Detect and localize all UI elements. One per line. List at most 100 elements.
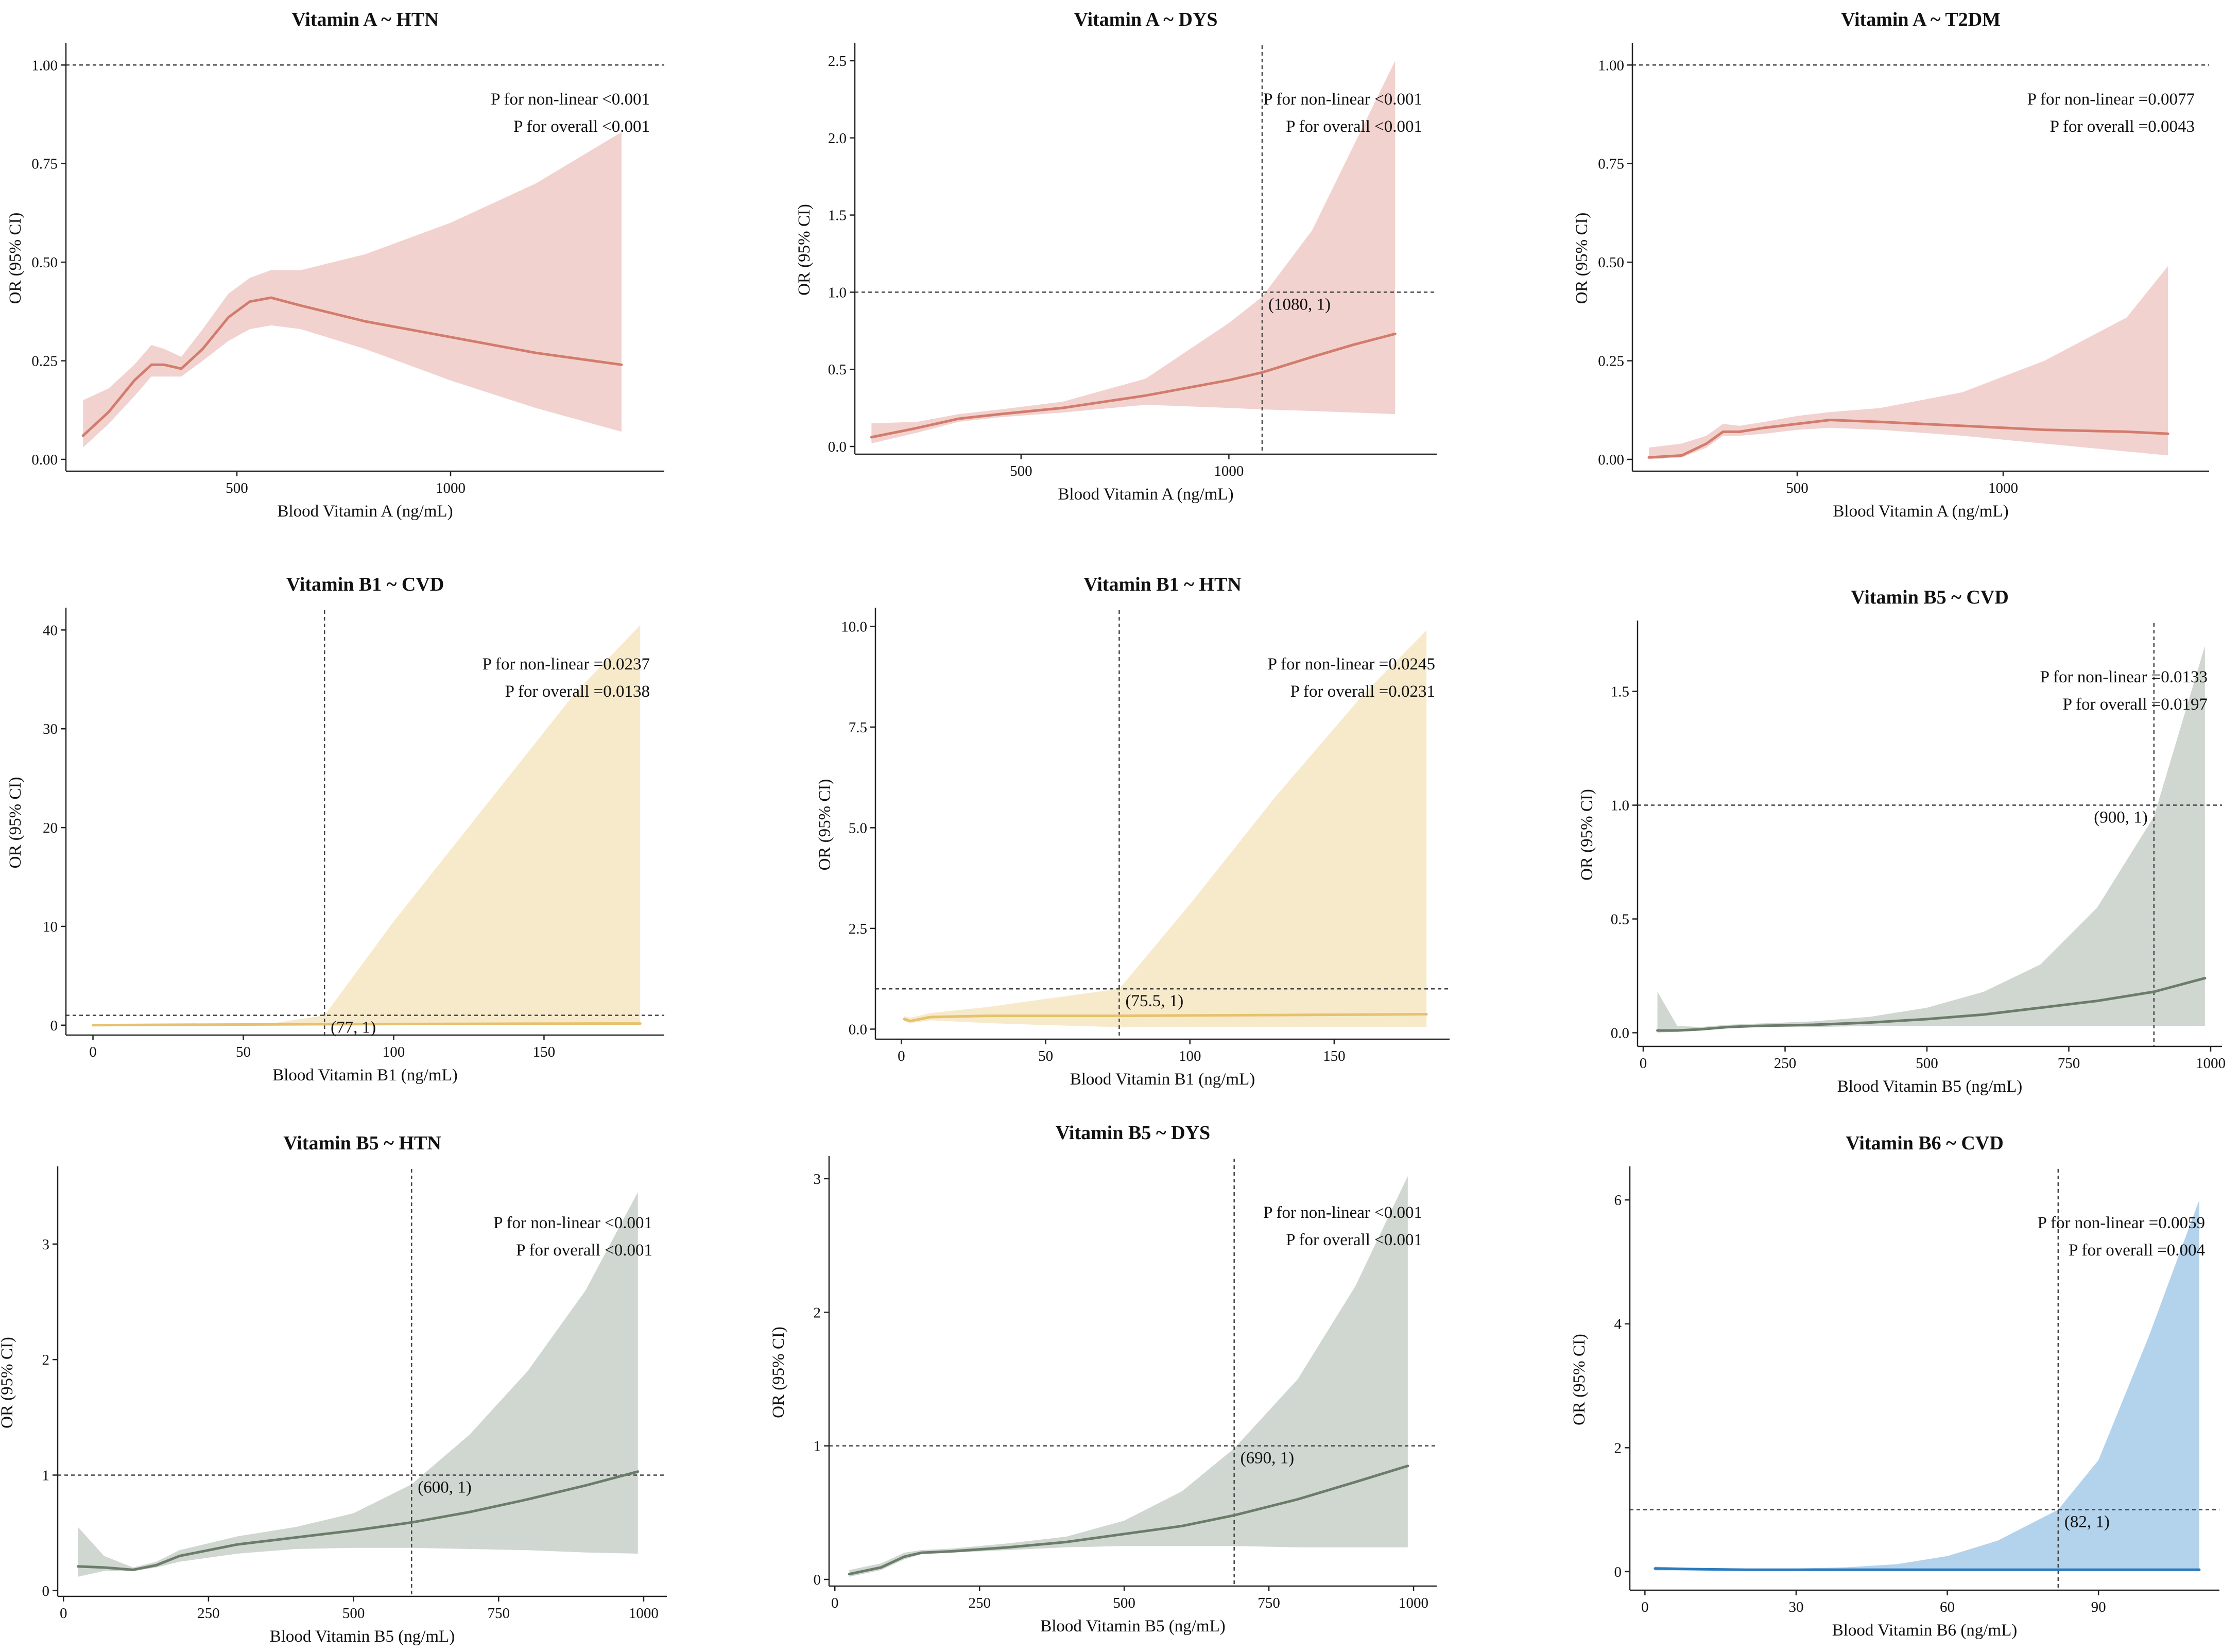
chart-vitB5-dys-y-tick-label: 3 — [814, 1171, 821, 1188]
chart-vitB6-cvd-x-tick-label: 60 — [1940, 1599, 1955, 1615]
chart-vitA-dys-title: Vitamin A ~ DYS — [1074, 9, 1217, 30]
chart-vitA-dys-panel: 500 1000 0.0 0.5 1.0 1.5 2.0 2.5 Vitamin A ~ DYS… — [795, 9, 1437, 504]
chart-vitB5-cvd-y-tick-label: 1.0 — [1611, 798, 1629, 814]
chart-vitA-t2dm-y-axis-label: OR (95% CI) — [1573, 213, 1591, 304]
chart-vitB5-cvd-title: Vitamin B5 ~ CVD — [1851, 587, 2009, 608]
chart-vitB5-htn-x-tick-label: 1000 — [629, 1605, 659, 1622]
chart-vitB1-cvd-x-tick-label: 150 — [533, 1044, 556, 1060]
chart-vitA-dys-ci-band — [871, 61, 1396, 443]
chart-vitB5-dys-reference-point-label: (690, 1) — [1241, 1449, 1294, 1468]
chart-vitA-htn-y-axis-label: OR (95% CI) — [6, 213, 25, 304]
chart-vitB5-htn-x-tick-label: 750 — [488, 1605, 510, 1622]
chart-vitB5-dys-y-tick-label: 0 — [814, 1572, 821, 1588]
chart-vitA-dys-y-axis-label: OR (95% CI) — [795, 204, 814, 296]
chart-vitB1-cvd-x-tick-label: 0 — [89, 1044, 97, 1060]
chart-vitB5-cvd-y-tick-label: 1.5 — [1611, 684, 1629, 700]
chart-vitB5-htn-x-tick-label: 250 — [197, 1605, 220, 1622]
chart-vitB5-cvd-annotation: P for non-linear =0.0133 — [2040, 668, 2208, 686]
chart-vitB1-cvd-x-tick-label: 100 — [383, 1044, 405, 1060]
chart-vitB1-htn-title: Vitamin B1 ~ HTN — [1083, 574, 1242, 595]
chart-vitA-dys-x-tick-label: 1000 — [1214, 463, 1244, 479]
chart-vitA-htn-or-line — [81, 296, 623, 437]
chart-vitA-t2dm-ci-band — [1649, 266, 2168, 459]
chart-vitB5-cvd-reference-point-label: (900, 1) — [2094, 808, 2147, 827]
chart-vitB1-htn-y-tick-label: 7.5 — [849, 719, 867, 736]
chart-vitB1-htn-panel: 0 50 100 150 0.0 2.5 5.0 7.5 10.0 Vitamin B1 ~ HT… — [816, 574, 1450, 1089]
chart-vitB5-htn-x-tick-label: 0 — [60, 1605, 67, 1622]
chart-vitB1-htn-x-tick-label: 50 — [1038, 1048, 1053, 1064]
chart-vitB1-cvd-y-tick-label: 40 — [43, 622, 58, 639]
chart-vitB6-cvd-y-axis-label: OR (95% CI) — [1570, 1334, 1589, 1425]
chart-vitB1-cvd-x-tick-label: 50 — [236, 1044, 251, 1060]
chart-vitA-htn-x-tick-label: 500 — [226, 480, 248, 496]
chart-vitB5-htn-annotation: P for non-linear <0.001 — [493, 1214, 652, 1232]
chart-vitB5-htn-annotation: P for overall <0.001 — [516, 1241, 652, 1260]
chart-vitA-dys-y-tick-label: 0.0 — [828, 439, 847, 455]
chart-vitB5-htn-y-tick-label: 3 — [42, 1236, 50, 1253]
chart-vitB6-cvd-ci-band — [1655, 1200, 2199, 1571]
chart-vitB5-dys-ci-band — [849, 1176, 1408, 1577]
chart-vitB5-htn-y-tick-label: 2 — [42, 1352, 50, 1368]
chart-vitA-dys-x-tick-label: 500 — [1010, 463, 1032, 479]
chart-vitB5-dys-x-tick-label: 250 — [968, 1595, 991, 1611]
chart-vitB1-cvd-panel: 0 50 100 150 0 10 20 30 40 Vitamin B1 ~ CVD Blood … — [6, 574, 664, 1085]
chart-vitB6-cvd-annotation: P for overall =0.004 — [2069, 1241, 2205, 1260]
chart-vitB5-cvd-x-tick-label: 0 — [1640, 1055, 1647, 1072]
chart-vitA-dys-y-tick-label: 1.0 — [828, 284, 847, 301]
chart-vitB5-htn-reference-point-label: (600, 1) — [418, 1478, 471, 1496]
chart-vitA-t2dm-x-axis-label: Blood Vitamin A (ng/mL) — [1833, 502, 2008, 521]
chart-vitA-htn-ci-band — [83, 132, 622, 448]
chart-vitA-htn-y-tick-label: 0.00 — [31, 452, 58, 468]
chart-vitA-dys-or-line — [870, 332, 1397, 439]
chart-vitA-t2dm-panel: 500 1000 0.00 0.25 0.50 0.75 1.00 Vitamin A ~ T… — [1573, 9, 2209, 521]
chart-vitA-dys-annotation: P for overall <0.001 — [1286, 117, 1422, 136]
chart-vitB5-htn-y-tick-label: 0 — [42, 1583, 50, 1599]
chart-vitB5-dys-x-tick-label: 500 — [1113, 1595, 1135, 1611]
chart-vitB5-dys-panel: 0 250 500 750 1000 0 1 2 3 Vitamin B5 ~ DYS Blood … — [769, 1122, 1437, 1636]
chart-vitB1-htn-x-tick-label: 100 — [1179, 1048, 1201, 1064]
chart-vitB1-cvd-y-tick-label: 30 — [43, 721, 58, 737]
chart-vitB5-dys-annotation: P for overall <0.001 — [1286, 1231, 1422, 1249]
chart-vitB5-dys-annotation: P for non-linear <0.001 — [1263, 1203, 1422, 1222]
chart-vitA-dys-y-tick-label: 1.5 — [828, 208, 847, 224]
chart-vitA-htn-y-tick-label: 0.25 — [31, 353, 58, 370]
chart-vitB5-htn-or-line — [76, 1470, 640, 1571]
chart-vitB5-cvd-or-line — [1656, 976, 2207, 1032]
chart-vitA-dys-annotation: P for non-linear <0.001 — [1263, 90, 1422, 109]
chart-vitB6-cvd-x-tick-label: 0 — [1641, 1599, 1649, 1615]
chart-vitA-dys-reference-point-label: (1080, 1) — [1268, 295, 1331, 314]
chart-vitA-htn-panel: 500 1000 0.00 0.25 0.50 0.75 1.00 Vitamin A ~ H… — [6, 9, 664, 521]
chart-vitB1-cvd-or-line — [92, 1022, 642, 1027]
chart-vitB6-cvd-x-axis-label: Blood Vitamin B6 (ng/mL) — [1832, 1621, 2018, 1640]
chart-vitB6-cvd-or-line — [1654, 1567, 2201, 1571]
chart-vitB1-cvd-y-tick-label: 10 — [43, 919, 58, 935]
chart-vitB5-cvd-x-tick-label: 1000 — [2196, 1055, 2226, 1072]
chart-vitA-htn-y-tick-label: 1.00 — [31, 57, 58, 74]
chart-vitB6-cvd-annotation: P for non-linear =0.0059 — [2038, 1214, 2205, 1232]
chart-vitB6-cvd-panel: 0 30 60 90 0 2 4 6 Vitamin B6 ~ CVD Blood Vitamin… — [1570, 1132, 2219, 1640]
chart-vitB5-dys-x-tick-label: 750 — [1258, 1595, 1280, 1611]
chart-vitB5-cvd-y-tick-label: 0.0 — [1611, 1025, 1629, 1041]
chart-vitB6-cvd-x-tick-label: 90 — [2091, 1599, 2106, 1615]
chart-vitB5-htn-x-axis-label: Blood Vitamin B5 (ng/mL) — [270, 1627, 455, 1646]
chart-vitA-dys-y-tick-label: 2.0 — [828, 130, 847, 147]
chart-vitB6-cvd-y-tick-label: 2 — [1614, 1440, 1622, 1456]
chart-vitB1-htn-or-line — [903, 1013, 1428, 1023]
chart-vitA-t2dm-y-tick-label: 0.50 — [1598, 254, 1624, 271]
chart-vitB6-cvd-y-tick-label: 4 — [1614, 1316, 1622, 1333]
chart-vitA-htn-x-tick-label: 1000 — [436, 480, 466, 496]
chart-vitA-dys-x-axis-label: Blood Vitamin A (ng/mL) — [1058, 485, 1233, 504]
chart-vitB6-cvd-reference-point-label: (82, 1) — [2064, 1513, 2110, 1531]
chart-vitA-t2dm-y-tick-label: 1.00 — [1598, 57, 1624, 74]
chart-vitB1-htn-y-axis-label: OR (95% CI) — [816, 779, 834, 871]
chart-vitB5-htn-title: Vitamin B5 ~ HTN — [283, 1132, 441, 1154]
chart-vitB1-htn-annotation: P for overall =0.0231 — [1290, 682, 1435, 701]
chart-vitB1-cvd-annotation: P for non-linear =0.0237 — [483, 655, 650, 674]
chart-vitB6-cvd-y-tick-label: 6 — [1614, 1192, 1622, 1209]
chart-vitB5-dys-title: Vitamin B5 ~ DYS — [1056, 1122, 1210, 1144]
chart-vitA-t2dm-x-tick-label: 1000 — [1988, 480, 2018, 496]
chart-vitB1-htn-ci-band — [904, 630, 1427, 1027]
chart-vitA-t2dm-annotation: P for non-linear =0.0077 — [2027, 90, 2195, 109]
chart-vitB5-dys-x-tick-label: 1000 — [1399, 1595, 1428, 1611]
